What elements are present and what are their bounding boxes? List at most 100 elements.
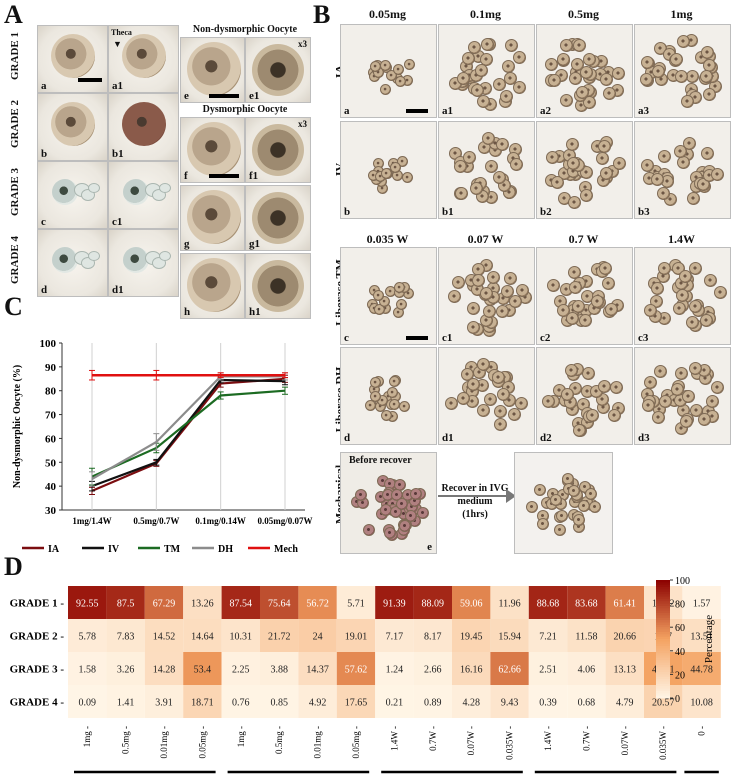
colorbar-segment bbox=[656, 646, 670, 649]
series-line-iv bbox=[91, 378, 286, 488]
sub-label: c1 bbox=[112, 216, 123, 228]
follicle bbox=[399, 401, 411, 413]
follicle-micrograph: a3 bbox=[634, 24, 731, 118]
micrograph-tile: a bbox=[37, 25, 108, 93]
heatmap-cell-value: 3.91 bbox=[155, 698, 173, 709]
follicle bbox=[354, 489, 367, 502]
heatmap-cell-value: 4.06 bbox=[578, 665, 596, 676]
heatmap-cell-value: 14.64 bbox=[191, 632, 214, 643]
follicle bbox=[686, 192, 700, 206]
heatmap-cell bbox=[298, 685, 337, 718]
follicle bbox=[644, 304, 658, 318]
follicle-micrograph: a2 bbox=[536, 24, 633, 118]
heatmap-cell bbox=[106, 685, 145, 718]
colorbar-tick-label: 0 bbox=[675, 694, 680, 705]
colorbar-segment bbox=[656, 617, 670, 621]
follicle bbox=[396, 298, 408, 310]
heatmap-cell-value: 15.94 bbox=[498, 632, 521, 643]
heatmap-cell bbox=[106, 586, 145, 619]
heatmap-cell bbox=[452, 685, 491, 718]
follicle bbox=[484, 393, 498, 407]
heatmap-cell-value: 1.57 bbox=[693, 599, 711, 610]
follicle bbox=[453, 160, 467, 174]
grade-label: GRADE 3 bbox=[9, 168, 21, 216]
power-header: 0.7 W bbox=[568, 232, 599, 246]
follicle bbox=[467, 378, 481, 392]
follicle bbox=[568, 485, 580, 498]
follicle bbox=[610, 381, 624, 395]
heatmap-cell-value: 67.29 bbox=[153, 599, 176, 610]
follicle bbox=[639, 72, 653, 86]
scale-bar bbox=[406, 109, 428, 113]
heatmap-cell-value: 0.76 bbox=[232, 698, 250, 709]
colorbar-segment bbox=[656, 591, 670, 595]
power-header: 0.07 W bbox=[467, 232, 504, 246]
sub-label: a bbox=[41, 80, 47, 92]
heatmap-cell bbox=[221, 685, 260, 718]
follicle bbox=[466, 301, 480, 315]
follicle bbox=[698, 413, 712, 427]
follicle bbox=[405, 510, 418, 523]
follicle bbox=[560, 38, 574, 52]
heatmap-cell-value: 83.68 bbox=[575, 599, 598, 610]
colorbar-segment bbox=[656, 660, 670, 664]
follicle bbox=[503, 271, 517, 285]
colorbar-segment bbox=[656, 641, 670, 645]
oocyte-zoom-image bbox=[252, 44, 304, 96]
sub-label: c1 bbox=[442, 332, 453, 344]
arrow-head-icon bbox=[506, 489, 516, 503]
follicle bbox=[613, 156, 627, 170]
follicle bbox=[363, 523, 376, 536]
follicle bbox=[688, 300, 702, 314]
micrograph-tile: a1 Theca ▼ bbox=[108, 25, 179, 93]
sub-label: e bbox=[184, 90, 189, 102]
heatmap-col-label: 0.01mg - bbox=[313, 726, 323, 759]
heatmap-cell bbox=[68, 652, 107, 685]
heatmap-cell bbox=[375, 652, 414, 685]
follicle bbox=[493, 171, 507, 185]
colorbar-segment bbox=[656, 686, 670, 690]
heatmap-cell-value: 13.51 bbox=[690, 632, 713, 643]
heatmap-cell-value: 11.96 bbox=[499, 599, 521, 610]
follicle bbox=[541, 395, 555, 409]
colorbar-segment bbox=[656, 650, 670, 654]
series-line-tm bbox=[91, 389, 286, 478]
colorbar-segment bbox=[656, 613, 670, 616]
y-tick-label: 40 bbox=[45, 481, 57, 493]
follicle bbox=[607, 409, 621, 423]
follicle bbox=[706, 395, 720, 409]
follicle bbox=[576, 85, 590, 99]
follicle bbox=[496, 138, 510, 152]
follicle bbox=[477, 357, 491, 371]
heatmap-cell-value: 0.21 bbox=[386, 698, 404, 709]
follicle bbox=[383, 527, 396, 539]
sub-label: b2 bbox=[540, 206, 552, 218]
follicle-micrograph: c2 bbox=[536, 247, 633, 345]
heatmap-cell-value: 7.17 bbox=[386, 632, 404, 643]
follicle bbox=[394, 75, 406, 87]
heatmap-cell-value: 56.72 bbox=[306, 599, 329, 610]
colorbar-label: Percentage bbox=[703, 615, 715, 663]
heatmap-cell-value: 3.88 bbox=[270, 665, 288, 676]
heatmap-row-label: GRADE 2 - bbox=[10, 631, 65, 643]
follicle bbox=[651, 65, 665, 79]
follicle bbox=[471, 273, 485, 287]
follicle bbox=[700, 70, 714, 84]
panel-d-letter: D bbox=[4, 552, 23, 581]
follicle bbox=[596, 151, 610, 165]
heatmap-cell-value: 57.62 bbox=[345, 665, 368, 676]
follicle bbox=[568, 71, 582, 85]
follicle bbox=[674, 70, 688, 84]
oocyte-image bbox=[51, 179, 78, 205]
heatmap-cell-value: 9.43 bbox=[501, 698, 519, 709]
heatmap-cell-value: 19.01 bbox=[345, 632, 368, 643]
follicle bbox=[571, 58, 585, 72]
heatmap-row-label: GRADE 1 - bbox=[10, 598, 65, 610]
sub-label: b bbox=[41, 148, 48, 160]
cell-debris bbox=[87, 251, 100, 261]
follicle bbox=[676, 288, 689, 302]
heatmap-cell bbox=[144, 685, 184, 718]
colorbar-segment bbox=[656, 657, 670, 661]
power-header: 0.035 W bbox=[366, 232, 409, 246]
colorbar-segment bbox=[656, 688, 670, 692]
